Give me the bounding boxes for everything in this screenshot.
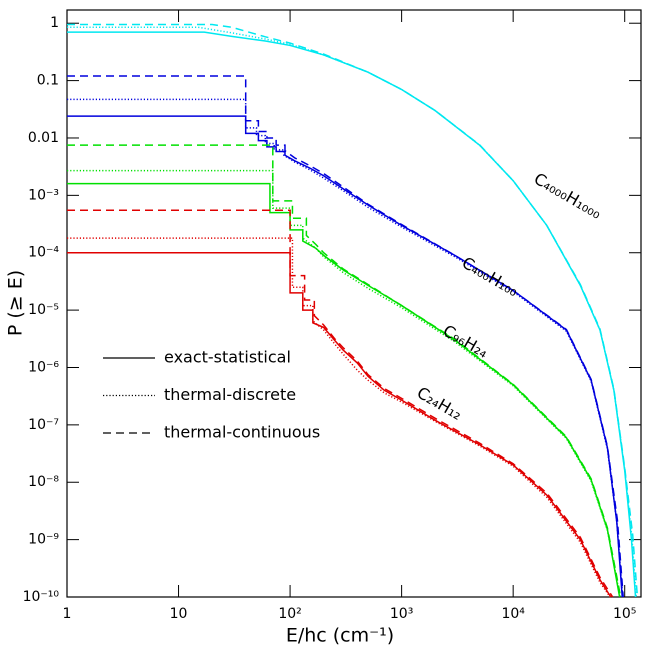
legend-label: thermal-continuous bbox=[164, 423, 320, 442]
series-line bbox=[67, 115, 623, 598]
series-line bbox=[67, 182, 621, 598]
y-tick-label: 10⁻⁸ bbox=[28, 474, 59, 490]
series-line bbox=[67, 237, 611, 598]
series-label: C₄₀₀H₁₀₀ bbox=[459, 253, 522, 300]
series-line bbox=[67, 75, 624, 598]
series-label: C₂₄H₁₂ bbox=[414, 383, 466, 424]
y-tick-label: 0.01 bbox=[28, 130, 59, 146]
x-tick-label: 10 bbox=[170, 606, 188, 622]
y-tick-label: 1 bbox=[50, 15, 59, 31]
series-label: C₉₆H₂₄ bbox=[440, 321, 492, 362]
x-tick-label: 10² bbox=[278, 606, 301, 622]
y-tick-label: 0.1 bbox=[37, 73, 59, 89]
x-tick-label: 10³ bbox=[390, 606, 413, 622]
x-tick-label: 10⁵ bbox=[613, 606, 636, 622]
y-tick-label: 10⁻⁷ bbox=[28, 417, 59, 433]
y-tick-label: 10⁻⁶ bbox=[28, 359, 59, 375]
series-label: C₄₀₀₀H₁₀₀₀ bbox=[531, 169, 605, 223]
x-tick-label: 10⁴ bbox=[501, 606, 525, 622]
plot-frame bbox=[66, 9, 642, 598]
series-line bbox=[67, 23, 639, 598]
series-line bbox=[67, 251, 612, 598]
y-tick-label: 10⁻⁹ bbox=[28, 532, 59, 548]
legend-label: thermal-discrete bbox=[164, 385, 296, 404]
series-line bbox=[67, 26, 638, 598]
y-tick-label: 10⁻³ bbox=[28, 187, 59, 203]
y-tick-label: 10⁻⁵ bbox=[28, 302, 59, 318]
x-tick-label: 1 bbox=[63, 606, 72, 622]
y-tick-label: 10⁻⁴ bbox=[28, 245, 59, 261]
series-line bbox=[67, 169, 621, 598]
x-axis-label: E/hc (cm⁻¹) bbox=[286, 625, 394, 647]
series-line bbox=[67, 144, 622, 598]
y-tick-label: 10⁻¹⁰ bbox=[23, 589, 60, 605]
legend-label: exact-statistical bbox=[164, 348, 291, 367]
y-axis-label: P (≥ E) bbox=[5, 270, 27, 336]
